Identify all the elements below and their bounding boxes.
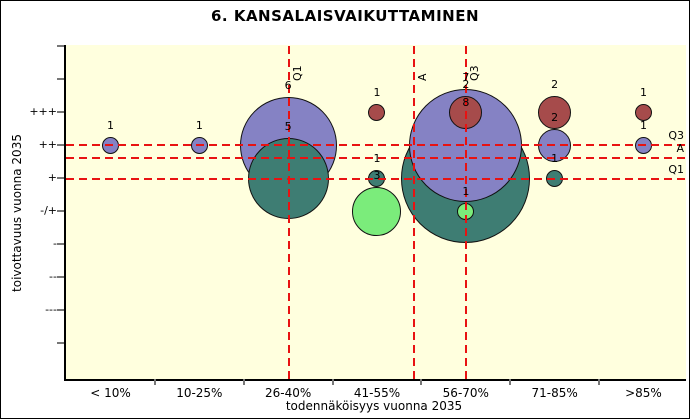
bubble-count-label: 1 <box>462 184 470 198</box>
reference-line-vertical-A <box>412 45 415 379</box>
reference-line-label-Q1: Q1 <box>668 163 684 176</box>
reference-line-label-Q3: Q3 <box>668 129 684 142</box>
bubble-count-label: 3 <box>373 168 381 182</box>
reference-line-horizontal-A <box>66 156 686 159</box>
bubble-count-label: 2 <box>462 77 470 91</box>
x-tick-label: 56-70% <box>442 386 489 400</box>
x-axis-tick <box>420 379 423 385</box>
reference-line-vertical-Q3 <box>464 45 467 379</box>
y-axis-tick <box>57 243 64 245</box>
bubble-count-label: 2 <box>551 77 559 91</box>
reference-line-horizontal-Q1 <box>66 177 686 180</box>
y-axis-label: toivottavuus vuonna 2035 <box>10 134 24 292</box>
bubble-red-2 <box>538 95 572 129</box>
reference-line-label-A: A <box>676 142 684 155</box>
y-axis-tick <box>57 276 64 278</box>
bubble-count-label: 1 <box>373 151 381 165</box>
bubble-green-3 <box>352 186 402 236</box>
bubble-count-label: 1 <box>373 85 381 99</box>
y-axis-tick <box>57 309 64 311</box>
y-axis-tick <box>57 111 64 113</box>
y-tick-label: + <box>47 171 57 184</box>
x-axis-tick <box>153 379 156 385</box>
y-tick-label: - <box>53 237 57 250</box>
y-axis-tick <box>57 45 64 47</box>
y-tick-label: +++ <box>29 105 57 118</box>
y-tick-label: -- <box>49 270 57 283</box>
reference-line-horizontal-Q3 <box>66 143 686 146</box>
bubble-count-label: 6 <box>284 78 292 92</box>
y-tick-label: --- <box>45 303 57 316</box>
x-tick-label: 71-85% <box>531 386 578 400</box>
x-tick-label: 41-55% <box>353 386 401 400</box>
bubble-count-label: 7 <box>462 70 470 84</box>
bubble-red-1 <box>634 103 652 121</box>
y-axis-tick <box>57 210 64 212</box>
y-axis-tick <box>57 78 64 80</box>
chart-title: 6. KANSALAISVAIKUTTAMINEN <box>210 7 480 25</box>
x-tick-label: 26-40% <box>265 386 312 400</box>
x-axis-tick <box>509 379 512 385</box>
bubble-count-label: 1 <box>551 151 559 165</box>
bubble-red-1 <box>368 103 386 121</box>
x-axis-label: todennäköisyys vuonna 2035 <box>285 399 463 413</box>
bubble-count-label: 1 <box>195 118 203 132</box>
bubble-count-label: 1 <box>639 85 647 99</box>
reference-line-vertical-Q1 <box>287 45 290 379</box>
x-axis-tick <box>242 379 245 385</box>
plot-area: +++ ++ + -/+ - -- --- < 10% 10-25% 26-40% 41-55% 56… <box>29 45 686 400</box>
bubble-count-label: 8 <box>462 95 470 109</box>
y-tick-label: ++ <box>38 138 57 151</box>
bubble-count-label: 5 <box>284 119 292 133</box>
x-tick-label: < 10% <box>90 386 131 400</box>
y-axis-tick <box>57 144 64 146</box>
y-axis-tick <box>57 342 64 344</box>
y-tick-label: -/+ <box>40 204 57 217</box>
x-axis-tick <box>598 379 601 385</box>
x-tick-label: 10-25% <box>176 386 223 400</box>
bubble-count-label: 1 <box>107 118 114 132</box>
bubble-count-label: 2 <box>551 110 559 124</box>
x-axis-tick <box>331 379 334 385</box>
x-tick-label: >85% <box>625 386 662 400</box>
y-axis-tick <box>57 177 64 179</box>
bubble-count-label: 1 <box>639 118 647 132</box>
reference-line-label-A: A <box>415 73 429 81</box>
